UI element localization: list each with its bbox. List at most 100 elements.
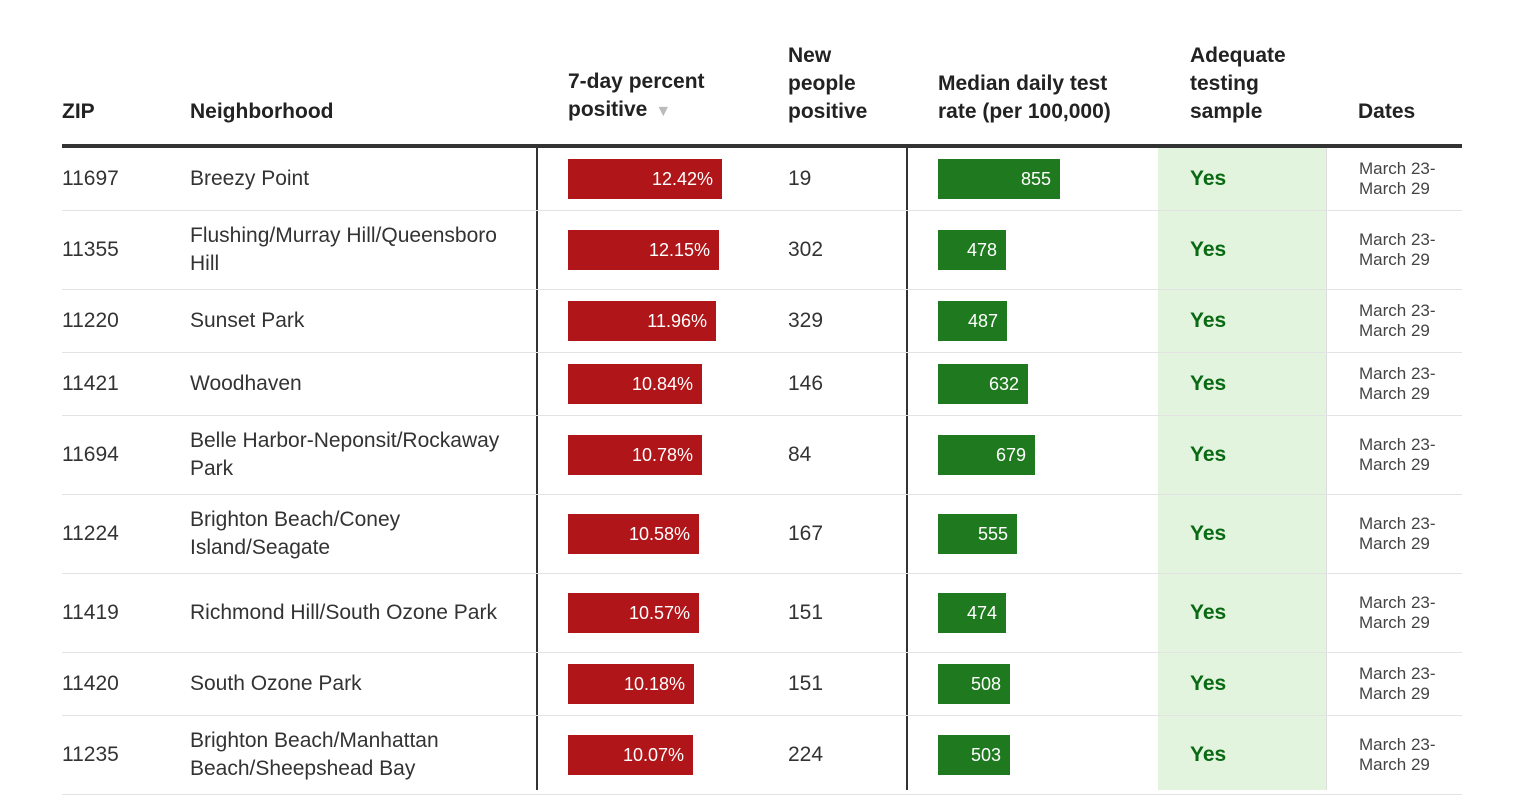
table-body: 11697 Breezy Point 12.42% 19 855 Yes March 23-… [62,148,1462,795]
pct-positive-bar: 10.78% [568,435,702,475]
new-positive-cell: 146 [788,372,824,395]
adequate-cell: Yes [1158,716,1326,794]
test-rate-cell: 508 [906,653,1158,715]
dates-cell: March 23- March 29 [1326,353,1462,415]
zip-cell: 11224 [62,522,119,545]
test-rate-bar: 474 [938,593,1006,633]
pct-positive-cell: 11.96% [536,290,906,352]
zip-cell: 11697 [62,167,119,190]
pct-positive-bar: 10.18% [568,664,694,704]
test-rate-bar: 478 [938,230,1006,270]
dates-cell: March 23- March 29 [1326,574,1462,652]
test-rate-bar: 503 [938,735,1010,775]
dates-value: March 23- March 29 [1359,435,1436,474]
covid-zip-table: ZIP Neighborhood 7-day percent positive ▼… [62,0,1462,795]
header-pct-positive-label: 7-day percent positive [568,70,705,121]
zip-cell: 11235 [62,743,119,766]
table-row[interactable]: 11224 Brighton Beach/Coney Island/Seagate… [62,495,1462,574]
pct-positive-cell: 10.78% [536,416,906,494]
adequate-value: Yes [1190,372,1227,395]
adequate-value: Yes [1190,601,1227,624]
pct-positive-bar: 10.58% [568,514,699,554]
adequate-value: Yes [1190,743,1227,766]
zip-cell: 11420 [62,672,119,695]
neighborhood-cell: Woodhaven [190,372,302,395]
dates-cell: March 23- March 29 [1326,148,1462,210]
neighborhood-cell: Richmond Hill/South Ozone Park [190,601,497,624]
new-positive-cell: 224 [788,743,824,766]
header-test-rate[interactable]: Median daily test rate (per 100,000) [938,72,1111,123]
neighborhood-cell: South Ozone Park [190,672,362,695]
header-dates[interactable]: Dates [1358,100,1416,123]
new-positive-cell: 167 [788,522,824,545]
table-row[interactable]: 11697 Breezy Point 12.42% 19 855 Yes March 23-… [62,148,1462,211]
test-rate-cell: 478 [906,211,1158,289]
header-adequate[interactable]: Adequate testing sample [1190,44,1286,123]
header-zip[interactable]: ZIP [62,100,95,123]
sort-descending-icon[interactable]: ▼ [655,103,672,120]
dates-value: March 23- March 29 [1359,593,1436,632]
new-positive-cell: 19 [788,167,812,190]
header-new-positive[interactable]: New people positive [788,44,868,123]
table-row[interactable]: 11694 Belle Harbor-Neponsit/Rockaway Park… [62,416,1462,495]
pct-positive-bar: 10.84% [568,364,702,404]
pct-positive-bar: 10.57% [568,593,699,633]
new-positive-cell: 84 [788,443,812,466]
adequate-value: Yes [1190,443,1227,466]
pct-positive-cell: 10.18% [536,653,906,715]
adequate-value: Yes [1190,522,1227,545]
adequate-value: Yes [1190,167,1227,190]
adequate-cell: Yes [1158,416,1326,494]
new-positive-cell: 151 [788,672,824,695]
test-rate-bar: 487 [938,301,1007,341]
pct-positive-cell: 10.07% [536,716,906,794]
neighborhood-cell: Brighton Beach/Coney Island/Seagate [190,508,401,559]
table-row[interactable]: 11355 Flushing/Murray Hill/Queensboro Hil… [62,211,1462,290]
neighborhood-cell: Belle Harbor-Neponsit/Rockaway Park [190,429,500,480]
dates-cell: March 23- March 29 [1326,653,1462,715]
adequate-cell: Yes [1158,495,1326,573]
dates-value: March 23- March 29 [1359,735,1436,774]
header-pct-positive[interactable]: 7-day percent positive ▼ [568,68,738,126]
adequate-column-bg [1158,148,1326,790]
adequate-cell: Yes [1158,653,1326,715]
adequate-value: Yes [1190,672,1227,695]
dates-value: March 23- March 29 [1359,301,1436,340]
zip-cell: 11419 [62,601,119,624]
pct-positive-bar: 12.42% [568,159,722,199]
table-row[interactable]: 11419 Richmond Hill/South Ozone Park 10.57… [62,574,1462,653]
pct-positive-cell: 12.42% [536,148,906,210]
table-row[interactable]: 11220 Sunset Park 11.96% 329 487 Yes March 23-… [62,290,1462,353]
test-rate-cell: 855 [906,148,1158,210]
table-row[interactable]: 11235 Brighton Beach/Manhattan Beach/Shee… [62,716,1462,795]
pct-positive-cell: 10.84% [536,353,906,415]
dates-column-divider [1326,148,1327,790]
new-positive-cell: 329 [788,309,824,332]
table-row[interactable]: 11421 Woodhaven 10.84% 146 632 Yes March 23- M… [62,353,1462,416]
dates-value: March 23- March 29 [1359,664,1436,703]
new-positive-cell: 151 [788,601,824,624]
test-rate-bar: 679 [938,435,1035,475]
test-rate-cell: 503 [906,716,1158,794]
neighborhood-cell: Sunset Park [190,309,305,332]
table-header: ZIP Neighborhood 7-day percent positive ▼… [62,0,1462,144]
header-neighborhood[interactable]: Neighborhood [190,100,334,123]
zip-cell: 11220 [62,309,119,332]
test-rate-cell: 555 [906,495,1158,573]
dates-cell: March 23- March 29 [1326,495,1462,573]
table-row[interactable]: 11420 South Ozone Park 10.18% 151 508 Yes Marc… [62,653,1462,716]
adequate-cell: Yes [1158,211,1326,289]
dates-value: March 23- March 29 [1359,159,1436,198]
header-rule [62,144,1462,148]
dates-cell: March 23- March 29 [1326,290,1462,352]
pct-positive-cell: 10.57% [536,574,906,652]
zip-cell: 11355 [62,238,119,261]
dates-value: March 23- March 29 [1359,514,1436,553]
neighborhood-cell: Flushing/Murray Hill/Queensboro Hill [190,224,497,275]
test-rate-cell: 487 [906,290,1158,352]
dates-cell: March 23- March 29 [1326,416,1462,494]
test-rate-bar: 555 [938,514,1017,554]
adequate-cell: Yes [1158,574,1326,652]
dates-cell: March 23- March 29 [1326,211,1462,289]
test-rate-cell: 632 [906,353,1158,415]
